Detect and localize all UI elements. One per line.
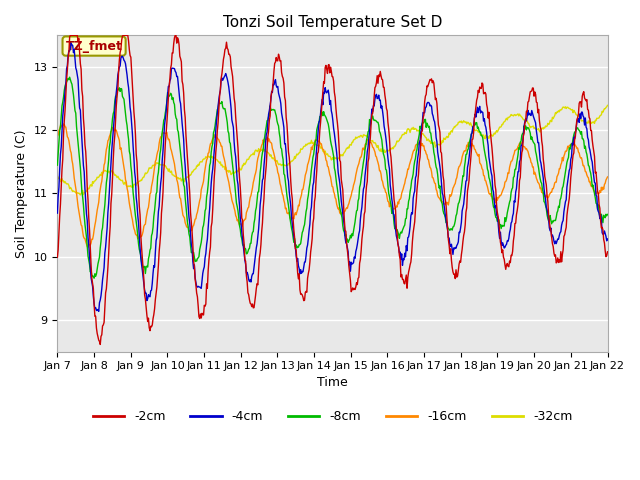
Text: TZ_fmet: TZ_fmet — [66, 39, 122, 53]
Title: Tonzi Soil Temperature Set D: Tonzi Soil Temperature Set D — [223, 15, 442, 30]
X-axis label: Time: Time — [317, 376, 348, 389]
Y-axis label: Soil Temperature (C): Soil Temperature (C) — [15, 129, 28, 258]
Legend: -2cm, -4cm, -8cm, -16cm, -32cm: -2cm, -4cm, -8cm, -16cm, -32cm — [88, 405, 577, 428]
